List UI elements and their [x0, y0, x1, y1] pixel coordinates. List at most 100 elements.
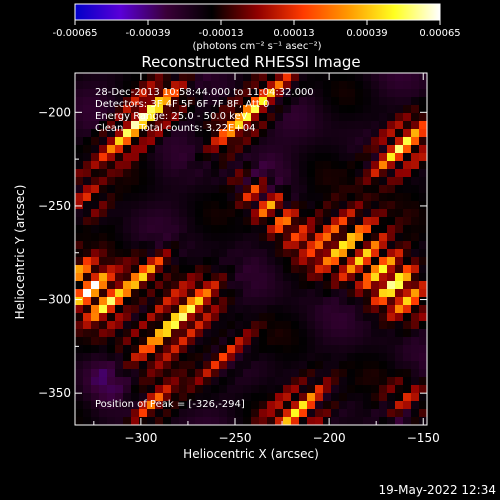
- heatmap-cell: [163, 177, 172, 186]
- heatmap-cell: [235, 241, 244, 250]
- heatmap-cell: [387, 185, 396, 194]
- heatmap-cell: [331, 193, 340, 202]
- heatmap-cell: [219, 289, 228, 298]
- heatmap-cell: [123, 177, 132, 186]
- heatmap-cell: [331, 417, 340, 425]
- heatmap-cell: [379, 281, 388, 290]
- heatmap-cell: [307, 137, 316, 146]
- heatmap-cell: [267, 209, 276, 218]
- heatmap-cell: [243, 185, 252, 194]
- heatmap-cell: [355, 401, 364, 410]
- heatmap-cell: [403, 193, 412, 202]
- heatmap-cell: [371, 385, 380, 394]
- heatmap-cell: [275, 353, 284, 362]
- heatmap-cell: [275, 369, 284, 378]
- heatmap-cell: [347, 209, 356, 218]
- heatmap-cell: [115, 105, 124, 114]
- heatmap-cell: [419, 281, 427, 290]
- heatmap-cell: [147, 97, 156, 106]
- heatmap-cell: [275, 321, 284, 330]
- heatmap-cell: [219, 329, 228, 338]
- heatmap-cell: [83, 233, 92, 242]
- heatmap-cell: [243, 337, 252, 346]
- heatmap-cell: [83, 201, 92, 210]
- y-axis-label: Heliocentric Y (arcsec): [13, 185, 27, 320]
- heatmap-cell: [243, 257, 252, 266]
- heatmap-cell: [299, 377, 308, 386]
- heatmap-cell: [411, 305, 420, 314]
- heatmap-cell: [339, 393, 348, 402]
- heatmap-cell: [291, 297, 300, 306]
- heatmap-cell: [219, 353, 228, 362]
- heatmap-cell: [171, 233, 180, 242]
- heatmap-cell: [163, 225, 172, 234]
- heatmap-cell: [219, 313, 228, 322]
- heatmap-cell: [123, 89, 132, 98]
- heatmap-cell: [307, 169, 316, 178]
- heatmap-cell: [403, 297, 412, 306]
- heatmap-cell: [187, 121, 196, 130]
- heatmap-cell: [147, 417, 156, 425]
- heatmap-cell: [203, 401, 212, 410]
- heatmap-cell: [139, 177, 148, 186]
- heatmap-cell: [395, 313, 404, 322]
- heatmap-cell: [291, 121, 300, 130]
- heatmap-cell: [91, 377, 100, 386]
- heatmap-cell: [299, 345, 308, 354]
- heatmap-cell: [291, 113, 300, 122]
- heatmap-cell: [203, 337, 212, 346]
- heatmap-cell: [371, 313, 380, 322]
- heatmap-cell: [307, 401, 316, 410]
- heatmap-cell: [171, 169, 180, 178]
- heatmap-cell: [419, 257, 427, 266]
- heatmap-cell: [219, 169, 228, 178]
- heatmap-cell: [259, 193, 268, 202]
- heatmap-cell: [107, 113, 116, 122]
- heatmap-cell: [195, 409, 204, 418]
- heatmap-cell: [155, 289, 164, 298]
- heatmap-cell: [283, 129, 292, 138]
- heatmap-cell: [83, 89, 92, 98]
- heatmap-cell: [139, 329, 148, 338]
- heatmap-cell: [227, 273, 236, 282]
- heatmap-cell: [339, 121, 348, 130]
- heatmap-cell: [99, 393, 108, 402]
- heatmap-cell: [131, 89, 140, 98]
- heatmap-cell: [139, 321, 148, 330]
- heatmap-cell: [115, 385, 124, 394]
- heatmap-cell: [347, 185, 356, 194]
- heatmap-cell: [171, 105, 180, 114]
- heatmap-cell: [91, 321, 100, 330]
- heatmap-cell: [163, 113, 172, 122]
- heatmap-cell: [195, 177, 204, 186]
- heatmap-cell: [283, 209, 292, 218]
- heatmap-cell: [291, 337, 300, 346]
- heatmap-cell: [387, 233, 396, 242]
- heatmap-cell: [411, 369, 420, 378]
- heatmap-cell: [403, 169, 412, 178]
- heatmap-cell: [203, 289, 212, 298]
- heatmap-cell: [275, 225, 284, 234]
- heatmap-cell: [291, 153, 300, 162]
- info-energy-range: Energy Range: 25.0 - 50.0 keV: [95, 111, 248, 122]
- heatmap-cell: [163, 145, 172, 154]
- heatmap-cell: [339, 73, 348, 82]
- heatmap-cell: [315, 265, 324, 274]
- heatmap-cell: [275, 217, 284, 226]
- heatmap-cell: [363, 289, 372, 298]
- heatmap-cell: [371, 377, 380, 386]
- heatmap-cell: [323, 265, 332, 274]
- heatmap-cell: [371, 337, 380, 346]
- heatmap-cell: [291, 289, 300, 298]
- heatmap-cell: [315, 121, 324, 130]
- heatmap-cell: [219, 417, 228, 425]
- heatmap-cell: [131, 305, 140, 314]
- heatmap-cell: [307, 193, 316, 202]
- heatmap-cell: [139, 89, 148, 98]
- heatmap-cell: [379, 353, 388, 362]
- heatmap-cell: [235, 289, 244, 298]
- heatmap-cell: [83, 257, 92, 266]
- heatmap-cell: [395, 297, 404, 306]
- heatmap-cell: [147, 241, 156, 250]
- heatmap-cell: [299, 401, 308, 410]
